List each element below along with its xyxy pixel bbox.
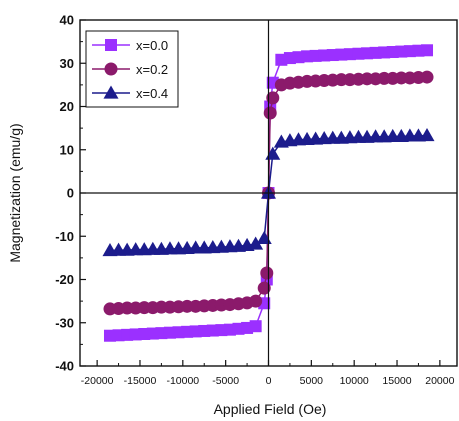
legend-label: x=0.0 [136, 38, 168, 53]
legend-marker [103, 85, 119, 99]
y-tick-label: 0 [67, 186, 74, 201]
legend-marker [104, 62, 118, 76]
data-point [419, 127, 435, 142]
y-tick-label: -40 [55, 359, 74, 374]
data-point [263, 106, 277, 120]
legend-marker [105, 39, 117, 51]
data-point [249, 294, 263, 308]
data-point [249, 320, 262, 333]
data-point [421, 44, 434, 57]
legend-entry: x=0.4 [92, 85, 168, 101]
series-x=0.4 [102, 127, 435, 257]
plot-area [102, 44, 435, 342]
x-tick-label: 20000 [425, 375, 454, 387]
data-point [256, 230, 272, 245]
legend-entry: x=0.2 [92, 62, 168, 77]
x-tick-label: 5000 [300, 375, 324, 387]
data-point [265, 146, 281, 160]
legend-label: x=0.4 [136, 86, 168, 101]
y-tick-label: 10 [60, 142, 74, 157]
series-x=0.2 [103, 70, 434, 316]
x-tick-label: -5000 [212, 375, 239, 387]
x-tick-label: 0 [266, 375, 272, 387]
y-tick-label: 40 [60, 13, 74, 28]
x-tick-label: 15000 [382, 375, 411, 387]
data-point [248, 236, 264, 250]
y-tick-label: 30 [60, 56, 74, 71]
x-tick-label: -15000 [124, 375, 157, 387]
x-tick-label: -20000 [81, 375, 114, 387]
x-axis-title: Applied Field (Oe) [214, 401, 327, 417]
y-tick-label: 20 [60, 99, 74, 114]
legend: x=0.0 x=0.2 x=0.4 [85, 30, 179, 108]
y-axis-title: Magnetization (emu/g) [7, 123, 23, 262]
y-tick-label: -30 [55, 315, 74, 330]
data-point [283, 52, 296, 65]
legend-label: x=0.2 [136, 62, 168, 77]
axes: -40 -30 -20 -10 0 10 20 30 40 -20000 -15000 -10000 -… [55, 13, 458, 387]
x-tick-label: -10000 [166, 375, 199, 387]
data-point [266, 91, 280, 105]
y-tick-label: -20 [55, 272, 74, 287]
data-point [260, 266, 274, 280]
legend-entry: x=0.0 [92, 38, 168, 53]
data-point [257, 281, 271, 295]
y-tick-label: -10 [55, 229, 74, 244]
data-point [420, 70, 434, 84]
x-tick-label: 10000 [340, 375, 369, 387]
